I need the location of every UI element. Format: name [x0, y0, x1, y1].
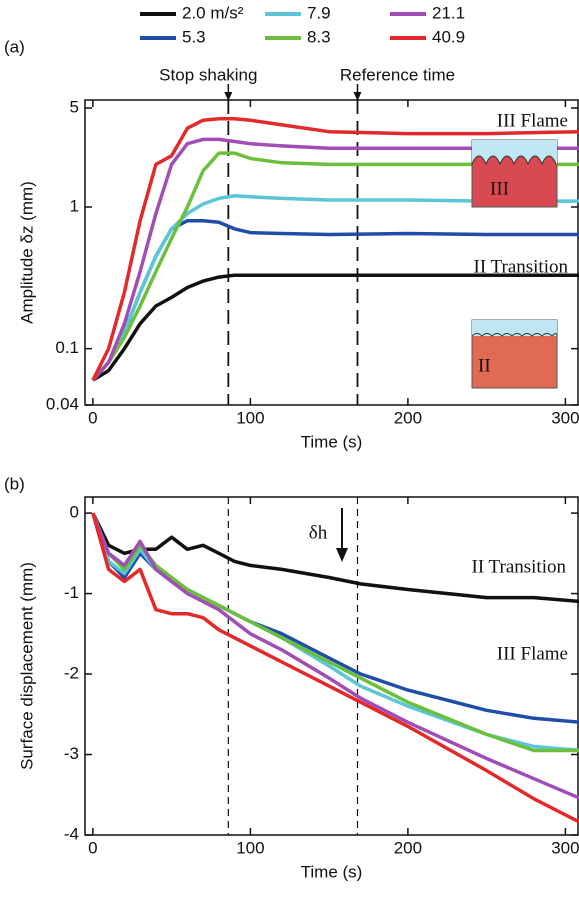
data-line [91, 116, 579, 381]
annotation: II Transition [472, 556, 567, 577]
x-tick-label: 0 [88, 408, 97, 427]
y-axis-label: Amplitude δz (mm) [17, 181, 36, 324]
marker-arrowhead [224, 92, 233, 101]
marker-label: Stop shaking [159, 65, 257, 84]
legend-label: 21.1 [432, 3, 465, 22]
annotation: δh [309, 522, 328, 543]
y-tick-label: 0.1 [55, 338, 79, 357]
data-line [91, 512, 579, 753]
annotation: III Flame [497, 643, 568, 664]
panel-label: (b) [4, 474, 25, 493]
x-tick-label: 0 [88, 838, 97, 857]
legend-label: 40.9 [432, 27, 465, 46]
panel-label: (a) [4, 37, 25, 56]
y-axis-label: Surface displacement (mm) [17, 562, 36, 770]
data-line [91, 137, 579, 382]
x-tick-label: 100 [236, 408, 264, 427]
panel: (a) 0 100 200 300 0.04 0.1 1 5 Time (s) Amplitude … [4, 3, 579, 451]
x-tick-label: 200 [394, 838, 422, 857]
regime-label: II Transition [474, 256, 569, 277]
data-line [91, 512, 579, 824]
data-line [91, 273, 579, 382]
data-line [91, 194, 579, 382]
y-tick-label: 1 [70, 196, 79, 215]
y-tick-label: 5 [70, 97, 79, 116]
x-axis-label: Time (s) [301, 862, 363, 881]
x-axis-label: Time (s) [301, 432, 363, 451]
regime-label: III Flame [497, 110, 568, 131]
x-tick-label: 300 [551, 838, 579, 857]
y-tick-label: -1 [64, 583, 79, 602]
x-tick-label: 300 [551, 408, 579, 427]
inset-transition: II [471, 319, 558, 389]
y-tick-label: -4 [64, 824, 79, 843]
y-tick-label: -3 [64, 744, 79, 763]
legend-label: 8.3 [307, 27, 331, 46]
legend-label: 7.9 [307, 3, 331, 22]
panel: (b) 0 100 200 300 0 -1 -2 -3 -4 Time (s) Surface di… [4, 474, 579, 881]
data-line [91, 151, 579, 382]
data-line [91, 512, 579, 800]
legend-label: 2.0 m/s² [182, 3, 244, 22]
plot-frame [84, 99, 579, 406]
plot-frame [84, 496, 579, 836]
y-tick-label: 0 [70, 503, 79, 522]
annotation-arrowhead [336, 548, 348, 562]
y-tick-label: -2 [64, 664, 79, 683]
inset-label: III [490, 178, 509, 199]
inset-label: II [478, 355, 491, 376]
x-tick-label: 200 [394, 408, 422, 427]
y-tick-label: 0.04 [46, 394, 79, 413]
x-tick-label: 100 [236, 838, 264, 857]
legend-label: 5.3 [182, 27, 206, 46]
marker-label: Reference time [340, 65, 455, 84]
inset-flame: III [471, 139, 558, 208]
marker-arrowhead [353, 92, 362, 101]
